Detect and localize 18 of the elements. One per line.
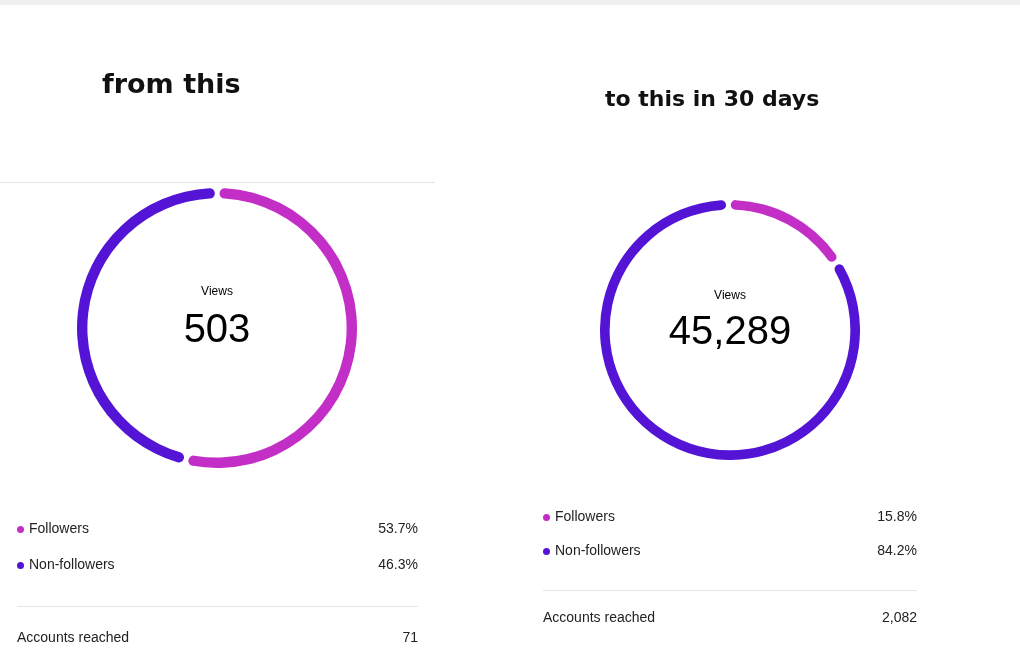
legend-label: Followers — [29, 520, 89, 536]
text: 71 — [402, 628, 418, 647]
chart-title: from this — [102, 68, 241, 99]
text: Views — [200, 284, 234, 298]
legend-label: Non-followers — [29, 556, 115, 572]
data-label: 84.2% — [877, 541, 917, 560]
text: 45,289 — [667, 308, 793, 353]
chart-title: to this in 30 days — [605, 86, 820, 111]
text: 2,082 — [881, 608, 917, 627]
data-label: 53.7% — [378, 519, 418, 538]
legend-label: Followers — [555, 508, 615, 524]
text: 503 — [182, 306, 252, 351]
data-label: 15.8% — [877, 507, 917, 526]
text: Accounts reached — [543, 609, 656, 625]
data-label: 46.3% — [378, 555, 418, 574]
text: Views — [713, 288, 747, 302]
legend-label: Non-followers — [555, 542, 641, 558]
text: Accounts reached — [17, 629, 130, 645]
